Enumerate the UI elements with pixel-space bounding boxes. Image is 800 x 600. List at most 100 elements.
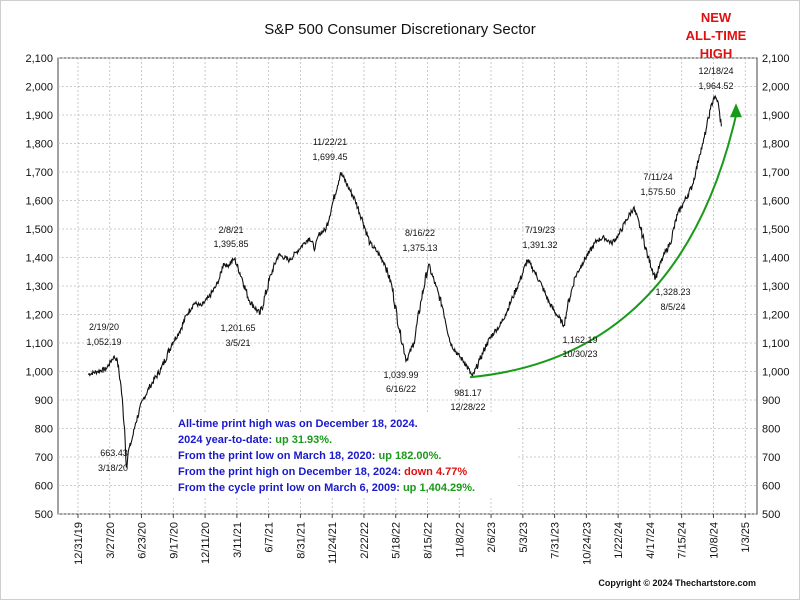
- new-high-callout: NEW ALL-TIME HIGH: [686, 10, 747, 61]
- arrow-curve: [469, 115, 737, 379]
- annotation-value: 981.17: [454, 388, 482, 398]
- y-tick-label: 1,800: [25, 139, 53, 151]
- y-tick-label: 600: [35, 481, 53, 493]
- y-tick-label: 1,900: [25, 110, 53, 122]
- x-tick-label: 12/11/20: [200, 522, 212, 564]
- callout-line: ALL-TIME: [686, 28, 747, 43]
- info-line-highlight: up 182.00%.: [378, 450, 441, 462]
- y-tick-label: 1,400: [25, 253, 53, 265]
- y-tick-label: 700: [35, 452, 53, 464]
- x-tick-label: 6/23/20: [137, 522, 149, 559]
- x-tick-label: 3/11/21: [232, 522, 244, 558]
- y-tick-label: 1,100: [25, 338, 53, 350]
- annotation-date: 2/8/21: [218, 225, 243, 235]
- x-tick-label: 3/27/20: [105, 522, 117, 559]
- annotation-date: 7/19/23: [525, 225, 555, 235]
- x-tick-label: 1/3/25: [740, 522, 752, 553]
- annotation-date: 12/28/22: [450, 402, 485, 412]
- callout-line: HIGH: [700, 46, 733, 61]
- info-line-text: From the print low on March 18, 2020:: [178, 450, 378, 462]
- annotation-date: 8/5/24: [660, 302, 685, 312]
- y-tick-label: 500: [35, 509, 53, 521]
- x-tick-label: 1/22/24: [613, 522, 625, 559]
- y-tick-label-right: 2,100: [762, 53, 790, 65]
- y-tick-label: 1,200: [25, 310, 53, 322]
- y-tick-label-right: 1,200: [762, 310, 790, 322]
- info-line-highlight: down 4.77%: [404, 466, 467, 478]
- annotation-value: 1,201.65: [220, 323, 255, 333]
- annotation-value: 1,052.19: [86, 337, 121, 347]
- annotation-value: 1,699.45: [312, 152, 347, 162]
- y-tick-label: 1,500: [25, 224, 53, 236]
- x-tick-label: 10/24/23: [581, 522, 593, 565]
- series-line: [87, 94, 722, 468]
- info-line-text: From the cycle print low on March 6, 200…: [178, 482, 403, 494]
- y-tick-label-right: 1,800: [762, 139, 790, 151]
- info-line: 2024 year-to-date: up 31.93%.: [178, 434, 332, 446]
- annotation-date: 12/18/24: [698, 66, 733, 76]
- x-tick-label: 8/15/22: [423, 522, 435, 559]
- x-tick-label: 9/17/20: [168, 522, 180, 559]
- y-axis-right: 500 600 700 800 900 1,000 1,100 1,200 1,300 1,400…: [762, 53, 790, 521]
- annotation-value: 1,964.52: [698, 81, 733, 91]
- annotation-date: 3/5/21: [225, 338, 250, 348]
- y-tick-label: 2,100: [25, 53, 53, 65]
- y-tick-label-right: 1,000: [762, 367, 790, 379]
- copyright-text: Copyright © 2024 Thechartstore.com: [598, 578, 756, 588]
- info-line: From the cycle print low on March 6, 200…: [178, 482, 475, 494]
- annotation-value: 1,039.99: [383, 370, 418, 380]
- x-tick-label: 2/22/22: [359, 522, 371, 559]
- info-line: From the print high on December 18, 2024…: [178, 466, 467, 478]
- chart-title: S&P 500 Consumer Discretionary Sector: [264, 21, 536, 38]
- y-tick-label-right: 500: [762, 509, 780, 521]
- annotation-value: 1,328.23: [655, 287, 690, 297]
- annotation-value: 1,395.85: [213, 239, 248, 249]
- info-line-text: All-time print high was on December 18, …: [178, 418, 418, 430]
- info-line: From the print low on March 18, 2020: up…: [178, 450, 441, 462]
- annotation-date: 10/30/23: [562, 349, 597, 359]
- info-line-highlight: up 1,404.29%.: [403, 482, 475, 494]
- annotation-date: 8/16/22: [405, 228, 435, 238]
- info-line-text: 2024 year-to-date:: [178, 434, 275, 446]
- y-tick-label-right: 1,900: [762, 110, 790, 122]
- annotation-date: 7/11/24: [643, 172, 672, 182]
- annotations: 2/19/20 1,052.19 663.43 3/18/20 2/8/21 1,395.…: [86, 66, 733, 473]
- annotation-date: 11/22/21: [313, 137, 347, 147]
- price-line: [87, 94, 722, 468]
- x-tick-label: 7/15/24: [677, 522, 689, 559]
- x-tick-label: 8/31/21: [295, 522, 307, 559]
- annotation-date: 6/16/22: [386, 384, 416, 394]
- annotation-date: 3/18/20: [98, 463, 128, 473]
- y-tick-label-right: 1,300: [762, 281, 790, 293]
- annotation-value: 1,375.13: [402, 243, 437, 253]
- x-tick-label: 7/31/23: [550, 522, 562, 559]
- x-tick-label: 6/7/21: [264, 522, 276, 553]
- y-tick-label: 800: [35, 424, 53, 436]
- y-tick-label-right: 1,600: [762, 196, 790, 208]
- y-tick-label-right: 2,000: [762, 82, 790, 94]
- y-tick-label: 900: [35, 395, 53, 407]
- y-tick-label: 1,300: [25, 281, 53, 293]
- y-axis-left: 500 600 700 800 900 1,000 1,100 1,200 1,300 1,400…: [25, 53, 53, 521]
- y-tick-label-right: 800: [762, 424, 780, 436]
- y-tick-label: 1,600: [25, 196, 53, 208]
- x-tick-label: 11/24/21: [327, 522, 339, 564]
- annotation-value: 663.43: [100, 448, 128, 458]
- annotation-value: 1,162.19: [562, 335, 597, 345]
- info-box-bg: [172, 412, 516, 498]
- y-tick-label: 1,000: [25, 367, 53, 379]
- y-tick-label-right: 1,400: [762, 253, 790, 265]
- y-tick-label: 1,700: [25, 167, 53, 179]
- y-tick-label-right: 700: [762, 452, 780, 464]
- info-box: All-time print high was on December 18, …: [172, 412, 516, 498]
- x-tick-label: 2/6/23: [486, 522, 498, 553]
- y-tick-label-right: 1,500: [762, 224, 790, 236]
- x-axis: 12/31/19 3/27/20 6/23/20 9/17/20 12/11/20 3/1…: [73, 514, 752, 565]
- annotation-value: 1,391.32: [522, 240, 557, 250]
- x-tick-label: 4/17/24: [645, 522, 657, 559]
- x-tick-label: 5/3/23: [518, 522, 530, 553]
- info-line-highlight: up 31.93%.: [275, 434, 332, 446]
- y-tick-label-right: 1,700: [762, 167, 790, 179]
- annotation-value: 1,575.50: [640, 187, 675, 197]
